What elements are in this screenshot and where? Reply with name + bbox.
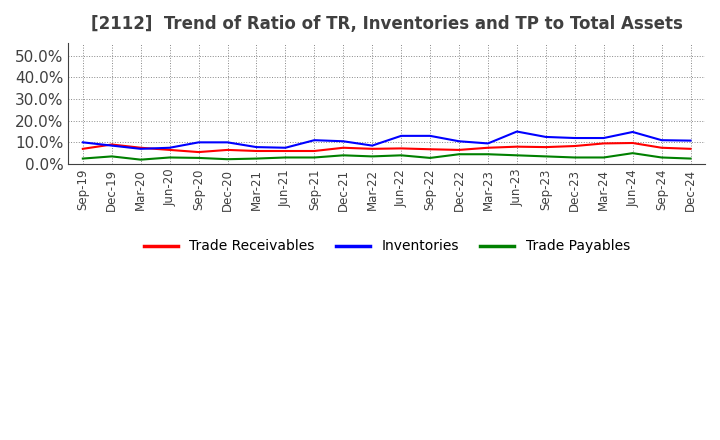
Inventories	[513, 129, 521, 134]
Trade Payables	[426, 155, 434, 161]
Inventories	[281, 145, 289, 150]
Inventories	[368, 143, 377, 148]
Inventories	[252, 144, 261, 150]
Line: Trade Payables: Trade Payables	[83, 153, 690, 160]
Trade Payables	[339, 153, 348, 158]
Inventories	[686, 138, 695, 143]
Trade Payables	[629, 150, 637, 156]
Inventories	[541, 134, 550, 139]
Trade Receivables	[513, 144, 521, 149]
Trade Payables	[310, 155, 319, 160]
Trade Receivables	[397, 146, 405, 151]
Trade Payables	[107, 154, 116, 159]
Inventories	[310, 138, 319, 143]
Title: [2112]  Trend of Ratio of TR, Inventories and TP to Total Assets: [2112] Trend of Ratio of TR, Inventories…	[91, 15, 683, 33]
Trade Payables	[368, 154, 377, 159]
Trade Receivables	[541, 144, 550, 150]
Trade Receivables	[426, 147, 434, 152]
Trade Payables	[397, 153, 405, 158]
Line: Trade Receivables: Trade Receivables	[83, 143, 690, 152]
Inventories	[599, 136, 608, 141]
Trade Receivables	[136, 145, 145, 150]
Trade Payables	[686, 156, 695, 161]
Trade Payables	[484, 152, 492, 157]
Trade Receivables	[570, 143, 579, 149]
Trade Receivables	[252, 148, 261, 154]
Inventories	[484, 141, 492, 146]
Trade Payables	[513, 153, 521, 158]
Inventories	[194, 140, 203, 145]
Trade Payables	[599, 155, 608, 160]
Trade Receivables	[166, 147, 174, 153]
Inventories	[339, 139, 348, 144]
Trade Receivables	[339, 145, 348, 150]
Trade Receivables	[223, 147, 232, 153]
Trade Payables	[570, 155, 579, 160]
Inventories	[629, 129, 637, 135]
Trade Receivables	[107, 142, 116, 147]
Trade Receivables	[78, 146, 87, 151]
Trade Receivables	[368, 146, 377, 151]
Trade Payables	[657, 155, 666, 160]
Legend: Trade Receivables, Inventories, Trade Payables: Trade Receivables, Inventories, Trade Pa…	[138, 234, 635, 259]
Trade Receivables	[599, 141, 608, 146]
Inventories	[570, 136, 579, 141]
Trade Payables	[194, 155, 203, 161]
Trade Payables	[252, 156, 261, 161]
Inventories	[455, 139, 464, 144]
Trade Payables	[136, 157, 145, 162]
Inventories	[107, 143, 116, 148]
Inventories	[78, 140, 87, 145]
Inventories	[223, 140, 232, 145]
Trade Payables	[455, 152, 464, 157]
Trade Payables	[541, 154, 550, 159]
Inventories	[426, 133, 434, 139]
Inventories	[397, 133, 405, 139]
Trade Receivables	[657, 145, 666, 150]
Trade Receivables	[629, 140, 637, 146]
Trade Payables	[281, 155, 289, 160]
Inventories	[657, 138, 666, 143]
Trade Receivables	[310, 148, 319, 154]
Inventories	[136, 146, 145, 151]
Trade Payables	[166, 155, 174, 160]
Trade Receivables	[484, 145, 492, 150]
Trade Payables	[223, 157, 232, 162]
Trade Receivables	[455, 147, 464, 153]
Inventories	[166, 145, 174, 150]
Trade Receivables	[686, 146, 695, 151]
Line: Inventories: Inventories	[83, 132, 690, 149]
Trade Payables	[78, 156, 87, 161]
Trade Receivables	[194, 150, 203, 155]
Trade Receivables	[281, 148, 289, 154]
